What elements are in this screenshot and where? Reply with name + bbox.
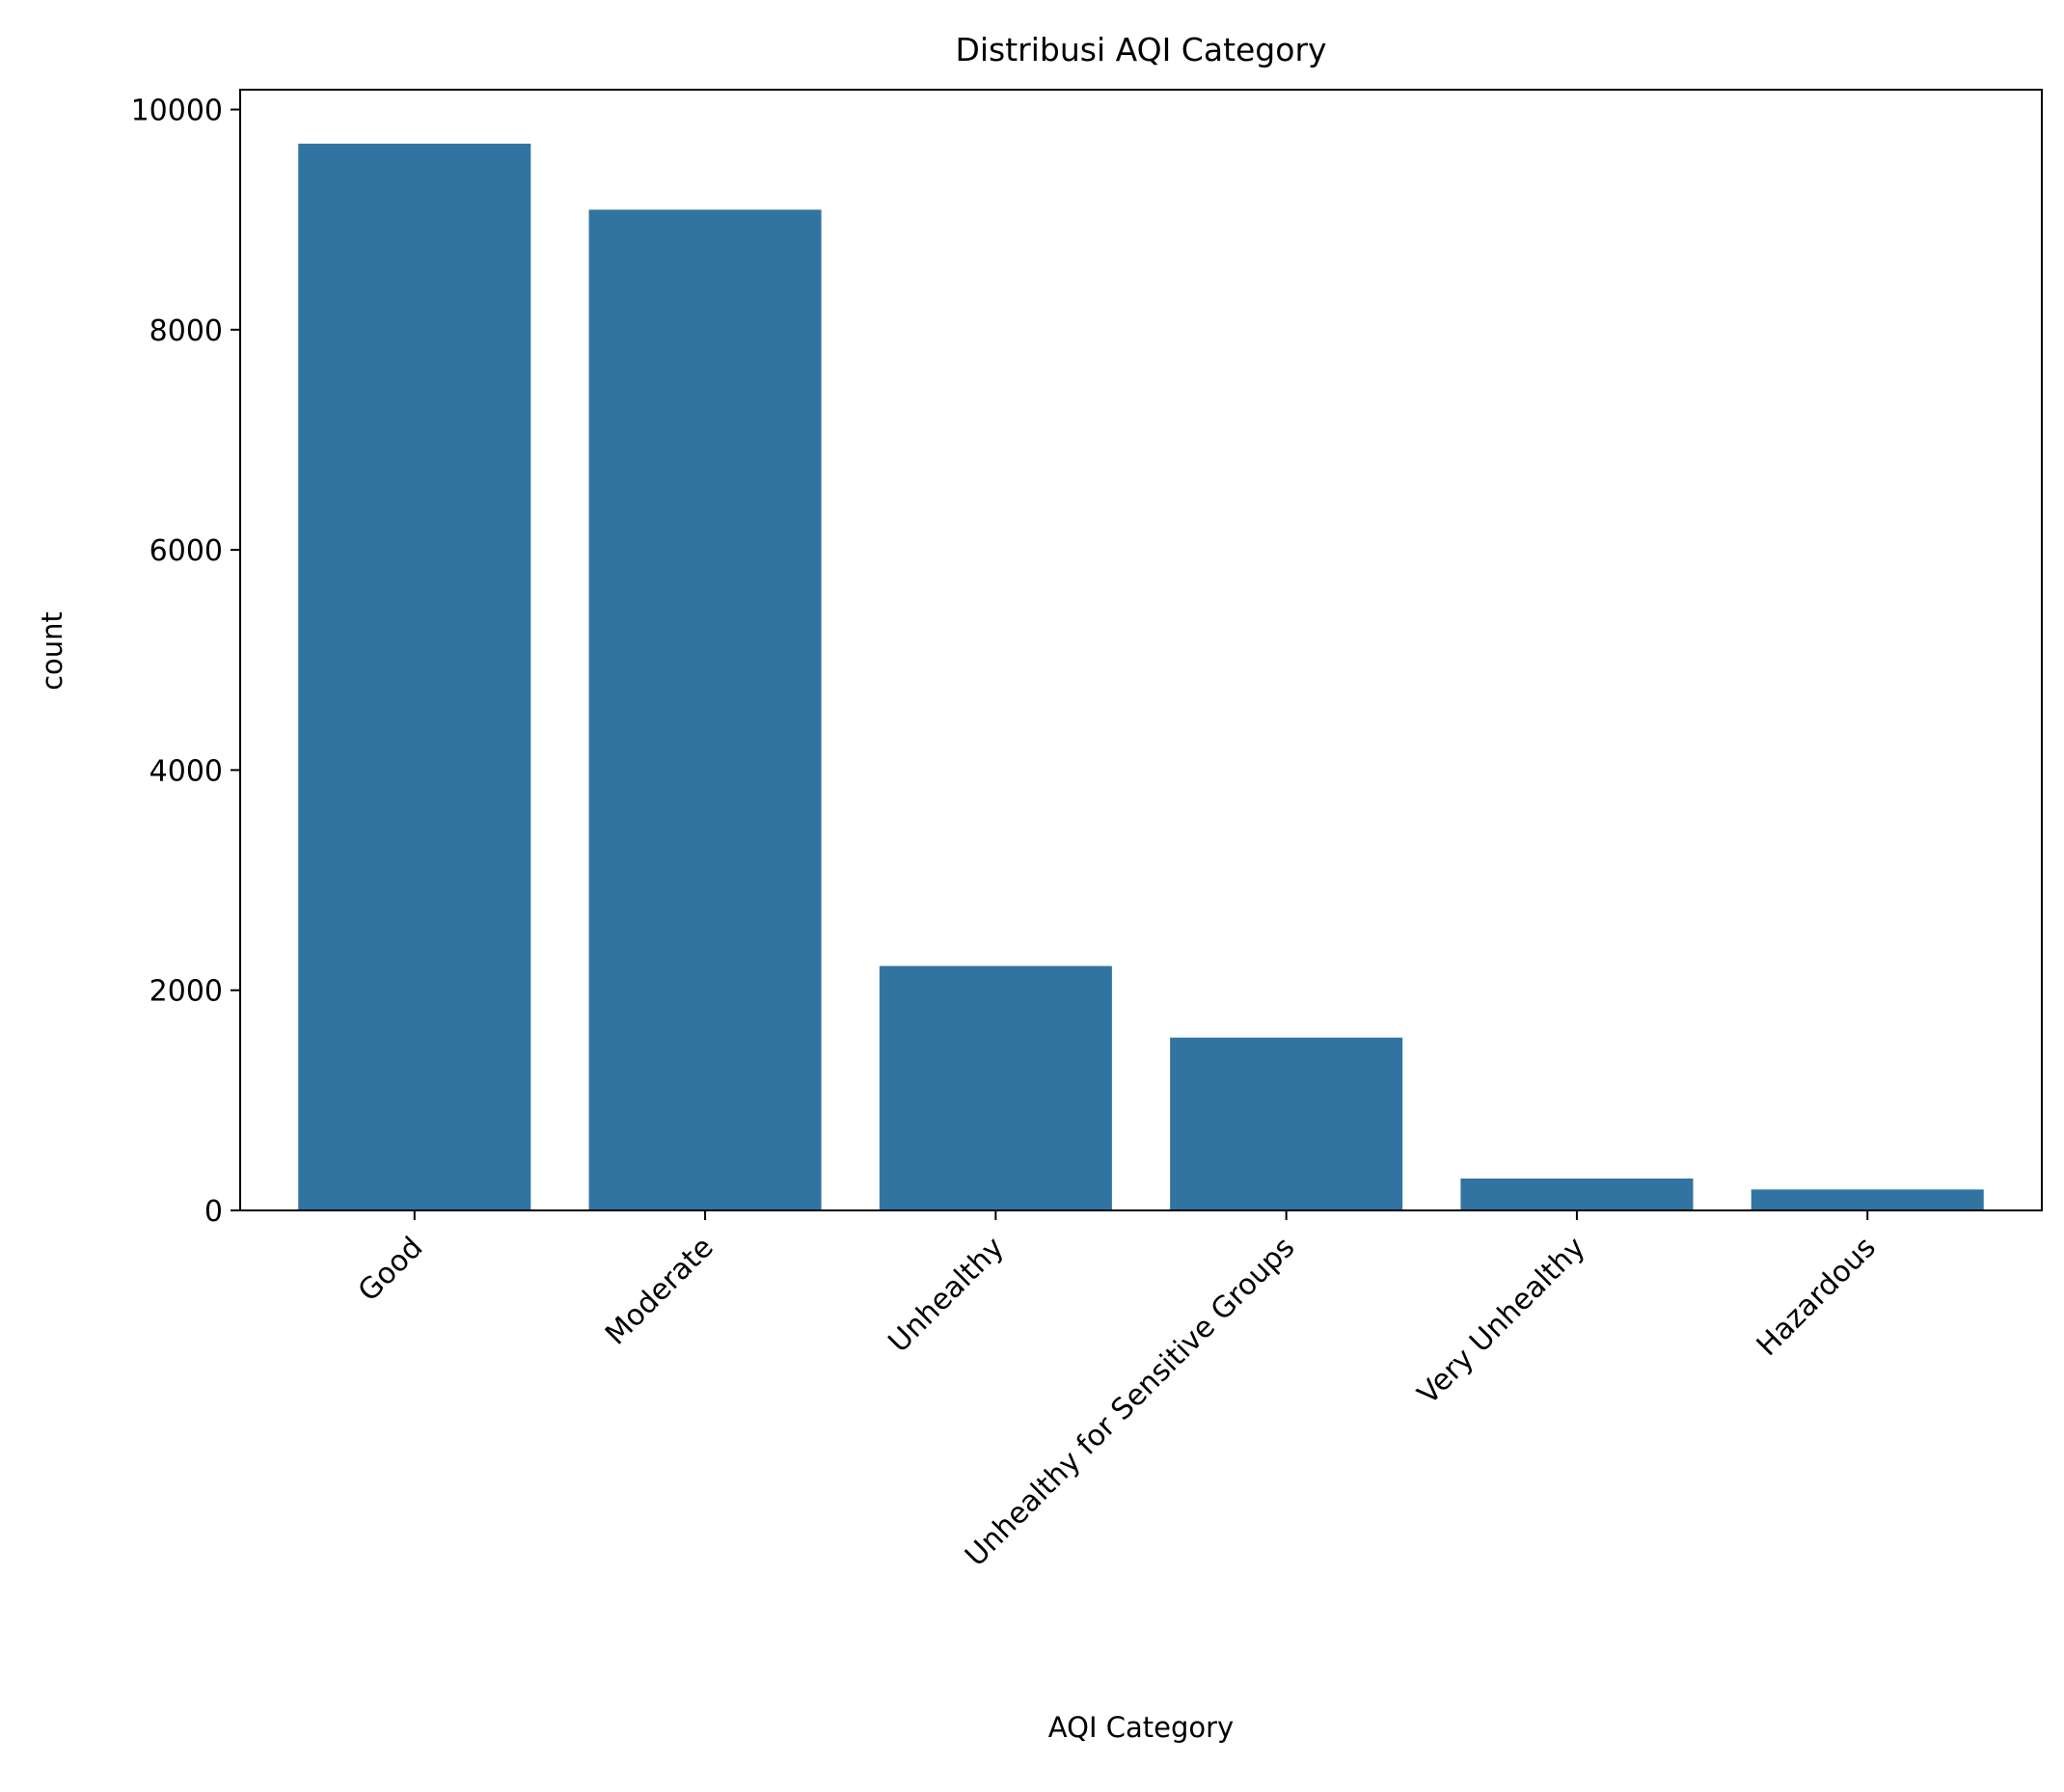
plot-frame [239, 89, 2043, 1211]
bar-moderate [588, 209, 822, 1211]
y-tick-label: 8000 [149, 314, 223, 348]
y-tick-label: 4000 [149, 754, 223, 788]
x-tick-label: Hazardous [1751, 1231, 1883, 1363]
chart-title: Distribusi AQI Category [955, 31, 1326, 68]
x-tick-label: Unhealthy for Sensitive Groups [959, 1231, 1301, 1573]
y-axis-ticks: 0 2000 4000 6000 8000 10000 [131, 95, 240, 1229]
bar-hazardous [1751, 1189, 1984, 1210]
y-tick-label: 10000 [131, 95, 223, 128]
bar-very-unhealthy [1460, 1178, 1694, 1210]
bar-unhealthy-for-sensitive-groups [1170, 1037, 1403, 1210]
x-tick-label: Unhealthy [883, 1231, 1011, 1359]
x-tick-label: Good [352, 1231, 430, 1309]
x-tick-label: Moderate [599, 1231, 720, 1352]
y-tick-label: 2000 [149, 975, 223, 1009]
x-tick-label: Very Unhealthy [1411, 1231, 1591, 1411]
bar-unhealthy [879, 965, 1112, 1210]
x-axis-label: AQI Category [1048, 1711, 1234, 1744]
y-tick-label: 0 [204, 1195, 223, 1229]
bars [298, 143, 1984, 1211]
bar-good [298, 143, 531, 1210]
y-tick-label: 6000 [149, 534, 223, 568]
y-axis-label: count [36, 611, 68, 691]
